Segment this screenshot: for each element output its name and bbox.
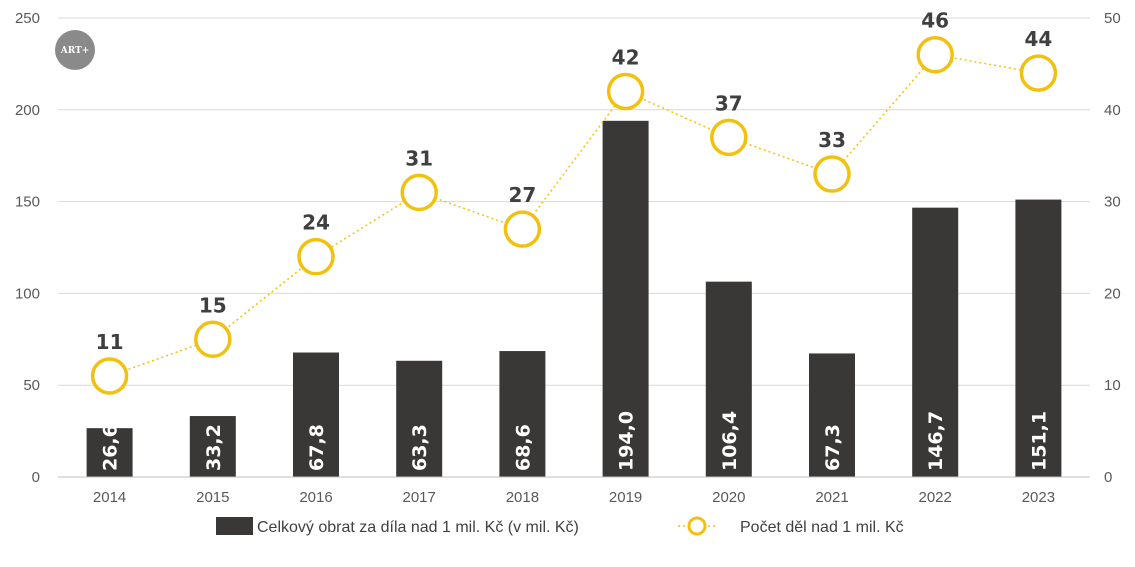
- x-axis-tick-label: 2016: [299, 489, 332, 506]
- x-axis-tick-label: 2020: [712, 489, 745, 506]
- x-axis-tick-label: 2019: [609, 489, 642, 506]
- x-axis-tick-label: 2022: [919, 489, 952, 506]
- line-value-label: 15: [199, 293, 227, 317]
- art-plus-logo: ART+: [55, 30, 95, 70]
- line-point: [710, 118, 748, 157]
- line-value-label: 24: [302, 211, 330, 235]
- right-axis-tick-label: 40: [1104, 102, 1121, 119]
- left-axis-tick-label: 150: [15, 194, 40, 211]
- line-point: [813, 155, 851, 193]
- line-series: [90, 35, 1058, 395]
- line-point: [194, 320, 232, 359]
- bar-value-label: 146,7: [925, 411, 947, 471]
- line-point: [400, 173, 438, 212]
- line-point: [916, 35, 954, 74]
- left-y-axis: 0 50 100 150 200 250: [15, 10, 40, 486]
- line-point: [297, 237, 335, 276]
- line-value-label: 11: [96, 330, 124, 354]
- line-value-labels: 11 15 24 31 27 42 37 33 46 44: [96, 9, 1053, 354]
- bar: [396, 360, 443, 477]
- bar: [293, 352, 339, 477]
- left-axis-tick-label: 50: [23, 377, 40, 394]
- line-path: [109, 53, 1039, 377]
- line-point: [90, 357, 129, 395]
- legend-bar-label: Celkový obrat za díla nad 1 mil. Kč (v m…: [257, 519, 579, 536]
- line-value-label: 46: [921, 9, 949, 33]
- bar-value-label: 67,8: [306, 424, 328, 471]
- bar-value-label: 26,6: [100, 424, 122, 471]
- bar-value-label: 194,0: [616, 411, 638, 471]
- line-point: [503, 210, 542, 248]
- bar-value-label: 106,4: [719, 411, 741, 471]
- bar-value-label: 68,6: [512, 424, 534, 471]
- bar-value-label: 151,1: [1028, 411, 1050, 471]
- logo-badge: [55, 30, 95, 70]
- line-point: [1019, 54, 1058, 92]
- bar-value-labels: 26,6 33,2 67,8 63,3 68,6 194,0 106,4 67,3 146,7 1…: [100, 411, 1051, 471]
- line-value-label: 37: [715, 91, 743, 115]
- right-axis-tick-label: 30: [1104, 194, 1121, 211]
- left-axis-tick-label: 0: [32, 469, 40, 486]
- legend-line-label: Počet děl nad 1 mil. Kč: [740, 519, 904, 536]
- legend-bar-swatch: [216, 517, 253, 535]
- x-axis-tick-label: 2018: [506, 489, 539, 506]
- line-point: [606, 72, 645, 111]
- bar: [86, 428, 133, 477]
- right-axis-tick-label: 50: [1104, 10, 1121, 27]
- right-y-axis: 0 10 20 30 40 50: [1104, 10, 1121, 486]
- line-value-label: 27: [508, 183, 536, 207]
- bar: [809, 353, 855, 477]
- line-value-label: 33: [818, 128, 846, 152]
- x-axis-tick-label: 2017: [403, 489, 436, 506]
- bar-value-label: 33,2: [203, 424, 225, 471]
- right-axis-tick-label: 0: [1104, 469, 1112, 486]
- line-value-label: 42: [612, 45, 640, 69]
- bar: [499, 351, 546, 477]
- bar: [602, 120, 649, 477]
- bar-value-label: 67,3: [822, 424, 844, 471]
- bar: [912, 207, 959, 477]
- right-axis-tick-label: 10: [1104, 377, 1121, 394]
- left-axis-tick-label: 200: [15, 102, 40, 119]
- x-axis-tick-label: 2023: [1022, 489, 1055, 506]
- x-axis-tick-label: 2015: [196, 489, 229, 506]
- bar: [1015, 199, 1062, 478]
- legend: Celkový obrat za díla nad 1 mil. Kč (v m…: [216, 516, 904, 536]
- line-value-label: 44: [1024, 27, 1052, 51]
- bar: [705, 281, 752, 477]
- x-axis-tick-label: 2021: [815, 489, 848, 506]
- bar-value-label: 63,3: [409, 424, 431, 471]
- logo-text: ART+: [60, 46, 90, 56]
- line-value-label: 31: [405, 146, 433, 170]
- left-axis-tick-label: 100: [15, 285, 40, 302]
- bar: [189, 416, 236, 477]
- right-axis-tick-label: 20: [1104, 285, 1121, 302]
- x-axis: 2014 2015 2016 2017 2018 2019 2020 2021 2022 2023: [58, 476, 1090, 506]
- left-axis-tick-label: 250: [15, 10, 40, 27]
- x-axis-tick-label: 2014: [93, 489, 126, 506]
- legend-line-marker: [687, 516, 707, 536]
- bar-series: [86, 120, 1062, 478]
